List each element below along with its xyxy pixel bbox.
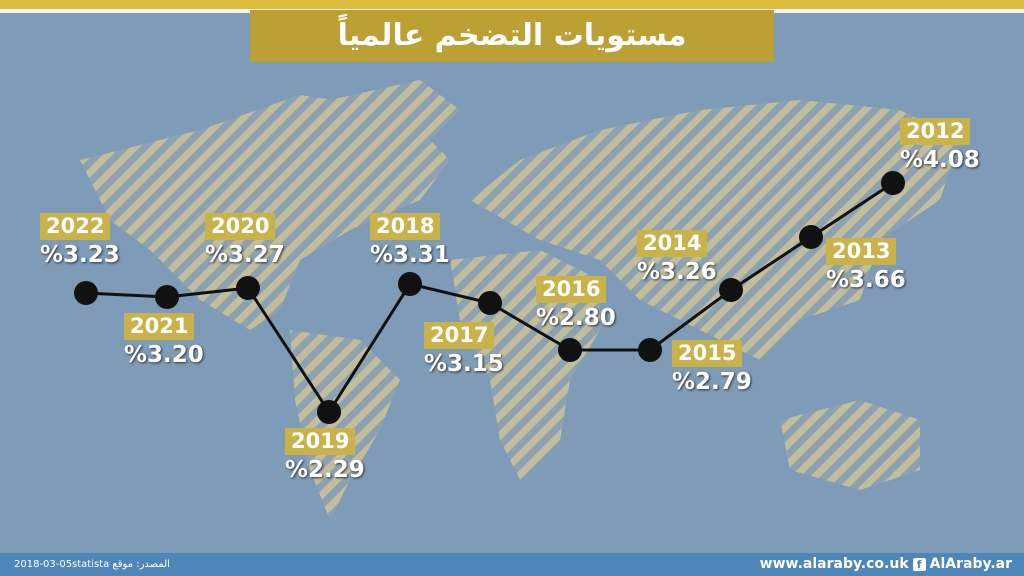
- data-label-2021: 2021 %3.20: [124, 313, 210, 369]
- north-america: [80, 95, 450, 330]
- data-label-2016: 2016 %2.80: [536, 276, 622, 332]
- site-url[interactable]: www.alaraby.co.uk: [759, 556, 909, 572]
- value-label: %4.08: [900, 147, 980, 173]
- value-label: %2.80: [536, 305, 616, 331]
- year-label: 2020: [205, 213, 276, 240]
- facebook-icon[interactable]: f: [912, 557, 926, 571]
- footer-date: 2018-03-05: [14, 559, 73, 570]
- data-point-2015: [638, 338, 662, 362]
- value-label: %3.15: [424, 351, 504, 377]
- data-point-2018: [398, 272, 422, 296]
- page-title: مستويات التضخم عالمياً: [250, 10, 774, 62]
- value-label: %3.66: [826, 267, 906, 293]
- year-label: 2021: [124, 313, 195, 340]
- data-label-2018: 2018 %3.31: [370, 213, 456, 269]
- year-label: 2022: [40, 213, 111, 240]
- data-label-2017: 2017 %3.15: [424, 322, 510, 378]
- data-point-2022: [74, 281, 98, 305]
- europe-asia: [470, 100, 960, 360]
- data-point-2020: [236, 276, 260, 300]
- value-label: %3.20: [124, 342, 204, 368]
- year-label: 2018: [370, 213, 441, 240]
- data-point-2016: [558, 338, 582, 362]
- value-label: %2.79: [672, 369, 752, 395]
- data-point-2021: [155, 285, 179, 309]
- data-point-2019: [317, 400, 341, 424]
- data-label-2015: 2015 %2.79: [672, 340, 758, 396]
- year-label: 2019: [285, 428, 356, 455]
- data-label-2014: 2014 %3.26: [637, 230, 723, 286]
- year-label: 2012: [900, 118, 971, 145]
- social-handle[interactable]: AlAraby.ar: [929, 556, 1012, 572]
- value-label: %3.26: [637, 259, 717, 285]
- data-point-2017: [478, 291, 502, 315]
- data-label-2022: 2022 %3.23: [40, 213, 126, 269]
- value-label: %3.23: [40, 242, 120, 268]
- year-label: 2015: [672, 340, 743, 367]
- data-point-2012: [881, 171, 905, 195]
- year-label: 2013: [826, 238, 897, 265]
- data-label-2013: 2013 %3.66: [826, 238, 912, 294]
- value-label: %3.31: [370, 242, 450, 268]
- data-label-2020: 2020 %3.27: [205, 213, 291, 269]
- data-label-2012: 2012 %4.08: [900, 118, 986, 174]
- footer-site: www.alaraby.co.uk f AlAraby.ar: [760, 556, 1012, 572]
- year-label: 2016: [536, 276, 607, 303]
- value-label: %3.27: [205, 242, 285, 268]
- south-america: [290, 330, 400, 520]
- data-point-2013: [799, 225, 823, 249]
- footer: 2018-03-05 المصدر: موقع statista www.ala…: [0, 553, 1024, 576]
- year-label: 2014: [637, 230, 708, 257]
- value-label: %2.29: [285, 457, 365, 483]
- australia: [780, 400, 920, 490]
- greenland: [330, 80, 460, 150]
- data-point-2014: [719, 278, 743, 302]
- footer-source: المصدر: موقع statista: [72, 559, 170, 570]
- top-accent-bar: [0, 0, 1024, 9]
- year-label: 2017: [424, 322, 495, 349]
- data-label-2019: 2019 %2.29: [285, 428, 371, 484]
